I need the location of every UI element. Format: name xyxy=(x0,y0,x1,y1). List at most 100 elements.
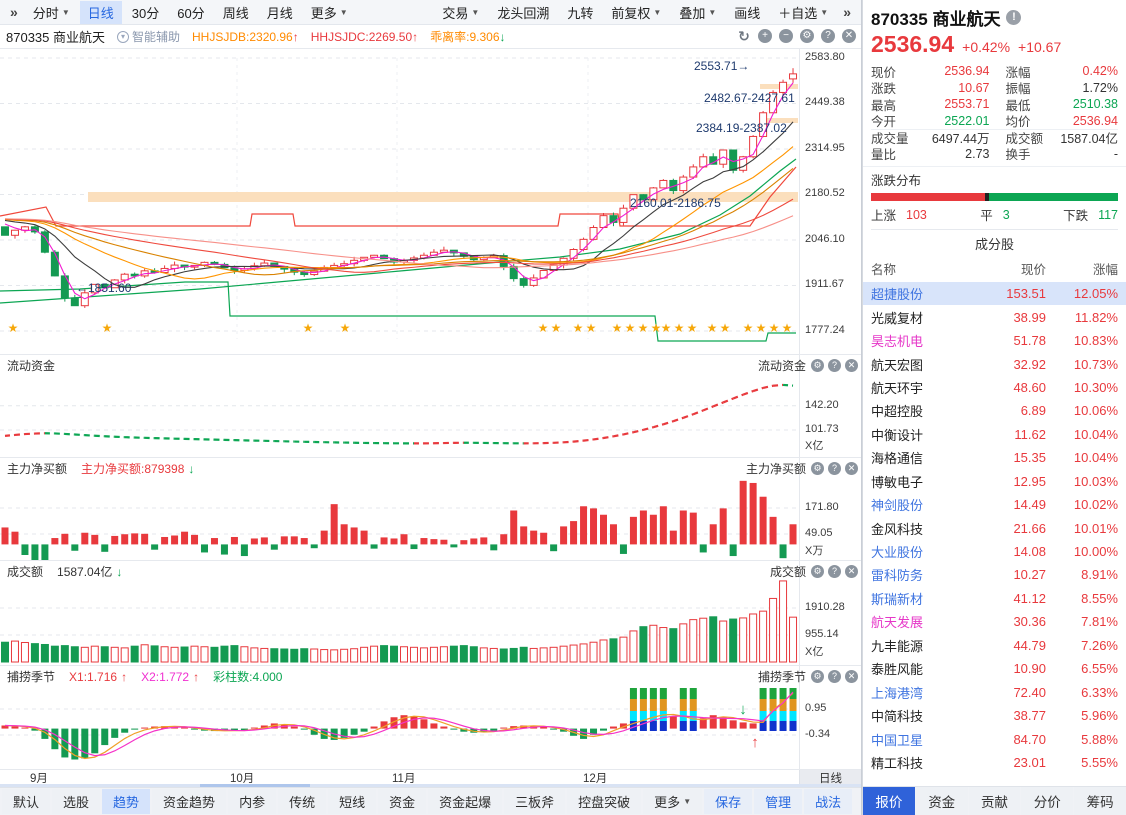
svg-text:★: ★ xyxy=(573,321,584,335)
advancers-bar xyxy=(871,193,985,201)
tab-label: 30分 xyxy=(131,5,160,21)
close-icon[interactable]: ✕ xyxy=(845,359,858,372)
constituent-row[interactable]: 航天宏图 32.92 10.73% xyxy=(863,352,1126,375)
constituent-row[interactable]: 航天环宇 48.60 10.30% xyxy=(863,376,1126,399)
constituent-price: 38.77 xyxy=(1013,708,1046,724)
tool-叠加[interactable]: 叠加 ▼ xyxy=(671,1,724,24)
plus-icon[interactable]: + xyxy=(758,29,772,43)
help-icon[interactable]: ? xyxy=(828,670,841,683)
flow-funds-chart[interactable] xyxy=(0,355,800,457)
gear-icon[interactable]: ⚙ xyxy=(800,29,814,43)
strategy-控盘突破[interactable]: 控盘突破 xyxy=(567,789,642,814)
strategy-资金趋势[interactable]: 资金趋势 xyxy=(152,789,227,814)
strategy-内参[interactable]: 内参 xyxy=(228,789,277,814)
tab-周线[interactable]: 周线 xyxy=(215,1,257,24)
tab-30分[interactable]: 30分 xyxy=(124,1,167,24)
constituent-row[interactable]: 中简科技 38.77 5.96% xyxy=(863,704,1126,727)
button-label: 保存 xyxy=(715,795,742,810)
column-price[interactable]: 现价 xyxy=(1020,263,1046,277)
candlestick-chart[interactable]: ★ ★ ★ ★ ★ ★ ★ ★ ★ ★ ★ ★ ★ ★ ★ ★ ★ ★ ★ ★ ★ xyxy=(0,49,800,354)
quote-tab-贡献[interactable]: 贡献 xyxy=(968,787,1021,815)
constituent-row[interactable]: 金风科技 21.66 10.01% xyxy=(863,516,1126,539)
tool-画线[interactable]: 画线 xyxy=(726,1,768,24)
constituent-row[interactable]: 神剑股份 14.49 10.02% xyxy=(863,493,1126,516)
constituent-row[interactable]: 上海港湾 72.40 6.33% xyxy=(863,680,1126,703)
turnover-chart[interactable] xyxy=(0,561,800,665)
tool-九转[interactable]: 九转 xyxy=(559,1,601,24)
strategy-管理[interactable]: 管理 xyxy=(754,789,803,814)
constituent-row[interactable]: 大业股份 14.08 10.00% xyxy=(863,540,1126,563)
tab-60分[interactable]: 60分 xyxy=(169,1,212,24)
collapse-left-icon[interactable]: » xyxy=(10,4,18,20)
constituent-row[interactable]: 博敏电子 12.95 10.03% xyxy=(863,470,1126,493)
column-name[interactable]: 名称 xyxy=(871,263,897,277)
constituent-row[interactable]: 光威复材 38.99 11.82% xyxy=(863,305,1126,328)
constituent-row[interactable]: 精工科技 23.01 5.55% xyxy=(863,751,1126,774)
constituent-row[interactable]: 斯瑞新材 41.12 8.55% xyxy=(863,587,1126,610)
tool-交易[interactable]: 交易 ▼ xyxy=(434,1,487,24)
refresh-icon[interactable]: ↻ xyxy=(738,28,750,44)
close-icon[interactable]: ✕ xyxy=(845,670,858,683)
chart-scrollbar[interactable] xyxy=(0,784,861,787)
constituents-table-header: 名称 现价 涨幅 xyxy=(863,256,1126,282)
constituent-row[interactable]: 雷科防务 10.27 8.91% xyxy=(863,563,1126,586)
strategy-更多[interactable]: 更多 ▼ xyxy=(643,789,703,814)
constituent-row[interactable]: 中超控股 6.89 10.06% xyxy=(863,399,1126,422)
svg-text:★: ★ xyxy=(756,321,767,335)
help-icon[interactable]: ? xyxy=(821,29,835,43)
tool-前复权[interactable]: 前复权 ▼ xyxy=(603,1,669,24)
strategy-趋势[interactable]: 趋势 xyxy=(102,789,151,814)
tab-label: 龙头回溯 xyxy=(497,5,550,21)
minus-icon[interactable]: − xyxy=(779,29,793,43)
strategy-战法[interactable]: 战法 xyxy=(804,789,853,814)
fishing-season-chart[interactable]: ↓↑ xyxy=(0,666,800,769)
constituent-row[interactable]: 中衡设计 11.62 10.04% xyxy=(863,423,1126,446)
quote-tab-分价[interactable]: 分价 xyxy=(1021,787,1074,815)
tab-日线[interactable]: 日线 xyxy=(79,0,122,24)
tab-分时[interactable]: 分时 ▼ xyxy=(25,1,78,24)
tab-月线[interactable]: 月线 xyxy=(259,1,301,24)
close-icon[interactable]: ✕ xyxy=(842,29,856,43)
gear-icon[interactable]: ⚙ xyxy=(811,565,824,578)
constituent-row[interactable]: 中国卫星 84.70 5.88% xyxy=(863,727,1126,750)
gear-icon[interactable]: ⚙ xyxy=(811,359,824,372)
column-pct[interactable]: 涨幅 xyxy=(1092,263,1118,277)
constituent-row[interactable]: 海格通信 15.35 10.04% xyxy=(863,446,1126,469)
constituent-name: 昊志机电 xyxy=(871,334,924,350)
gear-icon[interactable]: ⚙ xyxy=(811,670,824,683)
scrollbar-thumb[interactable] xyxy=(200,784,310,787)
constituent-row[interactable]: 泰胜风能 10.90 6.55% xyxy=(863,657,1126,680)
close-icon[interactable]: ✕ xyxy=(845,565,858,578)
flat-bar xyxy=(984,193,989,201)
constituent-row[interactable]: 九丰能源 44.79 7.26% xyxy=(863,634,1126,657)
constituent-row[interactable]: 航天发展 30.36 7.81% xyxy=(863,610,1126,633)
period-label-box[interactable]: 日线 xyxy=(799,770,861,785)
help-icon[interactable]: ? xyxy=(828,359,841,372)
quote-tab-资金[interactable]: 资金 xyxy=(915,787,968,815)
smart-assist-button[interactable]: ▾ 智能辅助 xyxy=(117,28,180,45)
svg-text:★: ★ xyxy=(707,321,718,335)
strategy-资金[interactable]: 资金 xyxy=(378,789,427,814)
gear-icon[interactable]: ⚙ xyxy=(811,462,824,475)
strategy-三板斧[interactable]: 三板斧 xyxy=(504,789,566,814)
tool-龙头回溯[interactable]: 龙头回溯 xyxy=(489,1,557,24)
tool-＋自选[interactable]: ＋自选 ▼ xyxy=(770,1,836,24)
help-icon[interactable]: ? xyxy=(828,462,841,475)
help-icon[interactable]: ? xyxy=(828,565,841,578)
constituent-row[interactable]: 超捷股份 153.51 12.05% xyxy=(863,282,1126,306)
expand-right-icon[interactable]: » xyxy=(843,4,851,20)
tab-更多[interactable]: 更多 ▼ xyxy=(303,1,356,24)
strategy-默认[interactable]: 默认 xyxy=(2,789,51,814)
strategy-保存[interactable]: 保存 xyxy=(704,789,753,814)
quote-tab-筹码[interactable]: 筹码 xyxy=(1074,787,1126,815)
strategy-传统[interactable]: 传统 xyxy=(278,789,327,814)
strategy-短线[interactable]: 短线 xyxy=(328,789,377,814)
constituent-row[interactable]: 昊志机电 51.78 10.83% xyxy=(863,329,1126,352)
quote-tab-报价[interactable]: 报价 xyxy=(863,787,915,815)
strategy-选股[interactable]: 选股 xyxy=(52,789,101,814)
strategy-资金起爆[interactable]: 资金起爆 xyxy=(428,789,503,814)
info-icon[interactable]: ! xyxy=(1006,10,1022,25)
close-icon[interactable]: ✕ xyxy=(845,462,858,475)
axis-gutter xyxy=(799,666,861,769)
main-net-buy-chart[interactable] xyxy=(0,458,800,560)
